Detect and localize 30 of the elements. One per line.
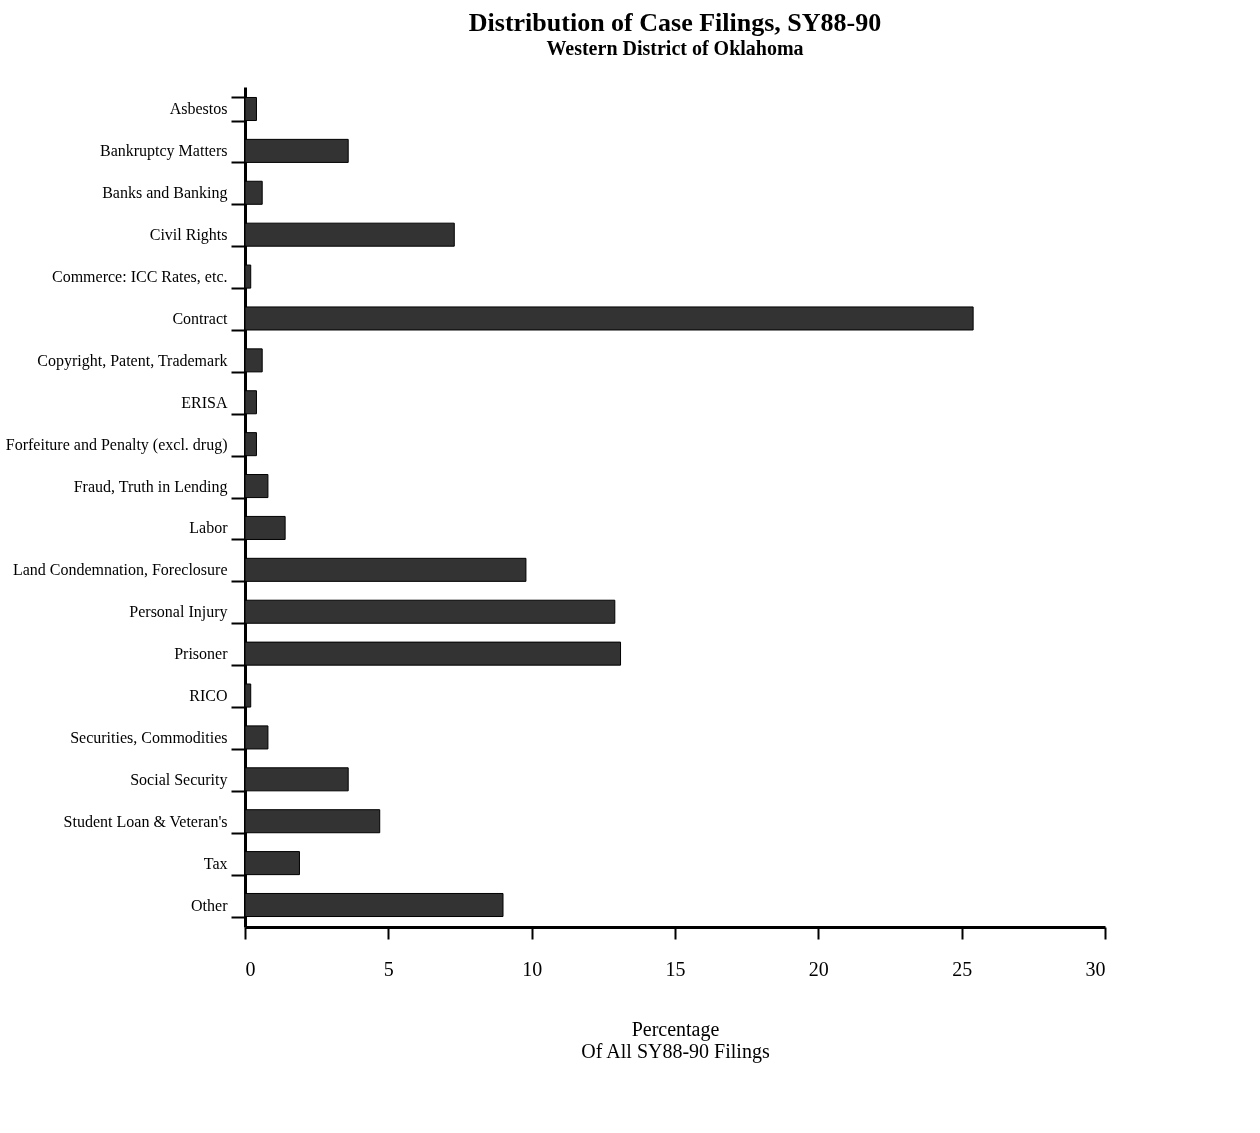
- y-tick-label: Contract: [172, 309, 229, 327]
- y-tick-label: Student Loan & Veteran's: [63, 812, 228, 830]
- y-tick-label: Commerce: ICC Rates, etc.: [51, 268, 228, 286]
- y-tick-label: Personal Injury: [129, 603, 228, 622]
- y-tick-label: Civil Rights: [149, 226, 228, 245]
- x-tick-label: 20: [808, 957, 829, 980]
- y-tick-label: Fraud, Truth in Lending: [73, 477, 228, 496]
- y-tick-label: RICO: [189, 687, 228, 705]
- y-tick-label: Copyright, Patent, Trademark: [37, 351, 228, 370]
- y-tick-label: Social Security: [130, 770, 228, 789]
- x-tick-label: 10: [522, 957, 543, 980]
- x-tick-label: 5: [383, 957, 394, 980]
- x-axis-title: Percentage Of All SY88-90 Filings: [581, 1017, 770, 1063]
- chart-subtitle: Western District of Oklahoma: [546, 37, 804, 59]
- y-tick-label: Forfeiture and Penalty (excl. drug): [5, 435, 228, 454]
- y-tick-label: Banks and Banking: [102, 184, 228, 203]
- x-tick-label: 25: [952, 957, 973, 980]
- y-tick-label: Labor: [189, 519, 229, 537]
- x-tick-label: 0: [245, 957, 256, 980]
- x-tick-label: 30: [1085, 957, 1106, 980]
- y-tick-label: ERISA: [181, 393, 228, 411]
- y-tick-label: Prisoner: [174, 645, 229, 663]
- y-tick-label: Bankruptcy Matters: [99, 142, 228, 161]
- y-tick-label: Asbestos: [169, 100, 228, 118]
- y-tick-label: Land Condemnation, Foreclosure: [12, 561, 228, 579]
- y-tick-label: Tax: [203, 854, 228, 872]
- y-tick-label: Other: [191, 896, 229, 914]
- y-tick-label: Securities, Commodities: [70, 728, 228, 746]
- x-tick-label: 15: [665, 957, 686, 980]
- chart-title: Distribution of Case Filings, SY88-90: [468, 8, 882, 37]
